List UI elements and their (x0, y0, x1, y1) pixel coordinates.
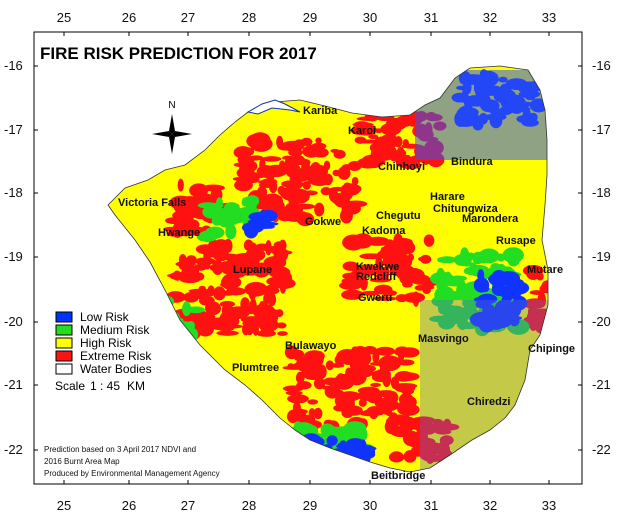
city-label: Hwange (158, 227, 200, 239)
x-tick-label: 29 (303, 498, 317, 513)
city-label: Kariba (303, 105, 338, 117)
x-tick-label: 30 (363, 498, 377, 513)
city-label: Chitungwiza (433, 203, 499, 215)
scale: Scale 1 : 45 KM (55, 379, 145, 393)
city-label: Beitbridge (371, 470, 425, 482)
city-label: Bindura (451, 156, 493, 168)
city-label: Redcliff (356, 271, 397, 283)
city-label: Masvingo (418, 333, 469, 345)
x-axis-bottom: 25 26 27 28 29 30 31 32 33 (57, 480, 556, 513)
y-tick-label: -17 (592, 122, 611, 137)
city-label: Kadoma (362, 225, 406, 237)
city-label: Marondera (462, 213, 519, 225)
y-tick-label: -16 (4, 58, 23, 73)
x-tick-label: 27 (181, 498, 195, 513)
city-label: Chipinge (528, 343, 575, 355)
x-tick-label: 28 (242, 10, 256, 25)
legend-swatch (55, 324, 73, 336)
y-axis-left: -16 -17 -18 -19 -20 -21 -22 (4, 58, 38, 457)
scale-value: 1 : 45 (90, 379, 120, 393)
city-label: Mutare (527, 264, 563, 276)
legend-swatch (55, 363, 73, 375)
city-label: Gokwe (305, 216, 341, 228)
x-tick-label: 28 (242, 498, 256, 513)
y-tick-label: -18 (592, 185, 611, 200)
north-arrow-icon: N (152, 100, 192, 154)
x-tick-label: 31 (424, 498, 438, 513)
x-tick-label: 30 (363, 10, 377, 25)
city-label: Karoi (348, 125, 376, 137)
x-axis-top: 25 26 27 28 29 30 31 32 33 (57, 10, 556, 36)
legend-swatch (55, 337, 73, 349)
city-label: Lupane (233, 264, 272, 276)
x-tick-label: 26 (122, 10, 136, 25)
legend-label: Extreme Risk (80, 349, 152, 363)
country-border (107, 65, 549, 473)
legend-swatch (55, 311, 73, 323)
north-label: N (168, 100, 175, 111)
x-tick-label: 25 (57, 10, 71, 25)
map-title: FIRE RISK PREDICTION FOR 2017 (40, 44, 317, 63)
x-tick-label: 27 (181, 10, 195, 25)
y-tick-label: -18 (4, 185, 23, 200)
legend-swatch (55, 350, 73, 362)
y-tick-label: -22 (592, 442, 611, 457)
city-label: Chiredzi (467, 396, 510, 408)
y-tick-label: -22 (4, 442, 23, 457)
city-label: Harare (430, 191, 465, 203)
city-label: Bulawayo (285, 340, 337, 352)
city-label: Plumtree (232, 362, 279, 374)
x-tick-label: 25 (57, 498, 71, 513)
y-axis-right: -16 -17 -18 -19 -20 -21 -22 (578, 58, 611, 457)
city-label: Chegutu (376, 210, 421, 222)
note-line-2: 2016 Burnt Area Map (44, 457, 120, 466)
note-line-1: Prediction based on 3 April 2017 NDVI an… (44, 445, 196, 454)
city-labels: Kariba Karoi Chinhoyi Bindura Victoria Falls… (118, 105, 575, 482)
y-tick-label: -17 (4, 122, 23, 137)
legend-label: Medium Risk (80, 323, 150, 337)
x-tick-label: 26 (122, 498, 136, 513)
x-tick-label: 31 (424, 10, 438, 25)
scale-unit: KM (127, 379, 145, 393)
y-tick-label: -19 (4, 249, 23, 264)
x-tick-label: 33 (542, 498, 556, 513)
city-label: Kwekwe (356, 261, 399, 273)
y-tick-label: -21 (4, 377, 23, 392)
x-tick-label: 32 (483, 10, 497, 25)
x-tick-label: 29 (303, 10, 317, 25)
legend-label: Water Bodies (80, 362, 152, 376)
x-tick-label: 33 (542, 10, 556, 25)
city-label: Gweru (358, 292, 392, 304)
y-tick-label: -20 (592, 314, 611, 329)
y-tick-label: -19 (592, 249, 611, 264)
lake-kariba (246, 99, 301, 115)
source-notes: Prediction based on 3 April 2017 NDVI an… (44, 445, 220, 478)
scale-label: Scale (55, 379, 85, 393)
y-tick-label: -21 (592, 377, 611, 392)
x-tick-label: 32 (483, 498, 497, 513)
city-label: Rusape (496, 235, 536, 247)
city-label: Victoria Falls (118, 197, 186, 209)
y-tick-label: -20 (4, 314, 23, 329)
note-line-3: Produced by Environmental Management Age… (44, 469, 220, 478)
y-tick-label: -16 (592, 58, 611, 73)
city-label: Chinhoyi (378, 161, 425, 173)
legend-label: High Risk (80, 336, 132, 350)
legend-label: Low Risk (80, 310, 130, 324)
